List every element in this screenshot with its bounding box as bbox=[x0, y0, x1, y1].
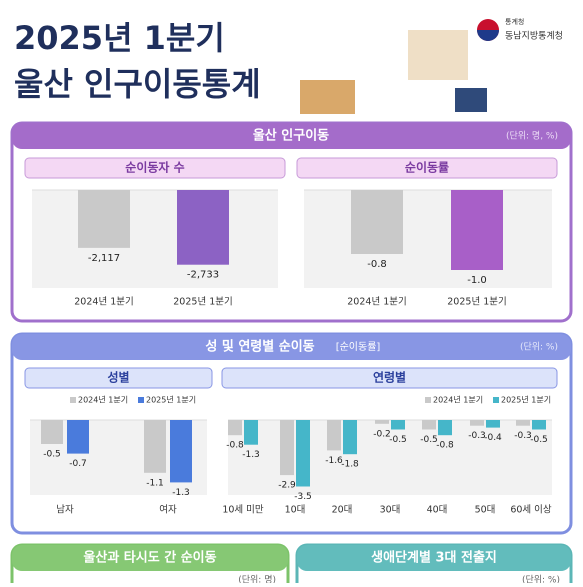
value-label: -0.5 bbox=[420, 435, 438, 445]
value-label: -0.3 bbox=[514, 431, 532, 441]
box-illustration bbox=[300, 80, 355, 114]
bar bbox=[280, 420, 294, 476]
bar bbox=[244, 420, 258, 445]
value-label: -0.5 bbox=[389, 435, 407, 445]
panel-title: 순이동자 수 bbox=[125, 160, 184, 175]
legend-label: 2024년 1분기 bbox=[78, 395, 128, 405]
x-tick-label: 20대 bbox=[332, 505, 353, 516]
legend-label: 2025년 1분기 bbox=[501, 395, 551, 405]
legend-swatch bbox=[70, 397, 76, 403]
value-label: -0.5 bbox=[43, 450, 61, 460]
legend-label: 2025년 1분기 bbox=[146, 395, 196, 405]
plot-bg bbox=[304, 190, 552, 288]
x-tick-label: 여자 bbox=[159, 504, 177, 516]
unit: (단위: %) bbox=[522, 575, 560, 584]
legend-swatch bbox=[138, 397, 144, 403]
panel-title: 연령별 bbox=[373, 370, 406, 385]
unit: (단위: 명, %) bbox=[506, 131, 558, 142]
section-header bbox=[297, 545, 571, 571]
bar bbox=[516, 420, 530, 426]
value-label: -2,733 bbox=[187, 270, 219, 281]
x-tick-label: 2024년 1분기 bbox=[347, 297, 406, 308]
value-label: -1.0 bbox=[467, 275, 487, 286]
bar bbox=[343, 420, 357, 455]
bar bbox=[351, 190, 403, 254]
bar bbox=[67, 420, 89, 454]
logo bbox=[477, 30, 499, 41]
bar bbox=[470, 420, 484, 426]
bar bbox=[486, 420, 500, 428]
bar bbox=[170, 420, 192, 483]
panel-title: 순이동률 bbox=[405, 160, 449, 175]
section-header bbox=[12, 123, 571, 149]
bar bbox=[532, 420, 546, 430]
x-tick-label: 2024년 1분기 bbox=[74, 297, 133, 308]
value-label: -1.3 bbox=[242, 450, 260, 460]
value-label: -2.9 bbox=[278, 481, 296, 491]
title: 2025년 1분기 bbox=[14, 19, 225, 57]
title: 울산 인구이동통계 bbox=[14, 65, 261, 103]
logo-sub: 동남지방통계청 bbox=[505, 30, 563, 42]
bar bbox=[451, 190, 503, 270]
value-label: -1.1 bbox=[146, 478, 164, 488]
section-title: 울산 인구이동 bbox=[253, 128, 329, 144]
value-label: -0.3 bbox=[468, 431, 486, 441]
section-tag: [순이동률] bbox=[336, 341, 381, 353]
bar bbox=[438, 420, 452, 436]
value-label: -0.4 bbox=[484, 433, 502, 443]
panel-header bbox=[24, 367, 213, 389]
value-label: -1.6 bbox=[325, 456, 343, 466]
section-title: 울산과 타시도 간 순이동 bbox=[83, 550, 216, 566]
bar bbox=[327, 420, 341, 451]
bar bbox=[375, 420, 389, 424]
bar bbox=[422, 420, 436, 430]
x-tick-label: 50대 bbox=[475, 505, 496, 516]
value-label: -1.3 bbox=[172, 488, 190, 498]
value-label: -1.8 bbox=[341, 460, 359, 470]
frame-illustration bbox=[455, 88, 487, 112]
bar bbox=[296, 420, 310, 487]
panel-header bbox=[296, 157, 558, 179]
bar bbox=[177, 190, 229, 265]
logo-org: 통계청 bbox=[505, 17, 524, 26]
section-header bbox=[12, 334, 571, 360]
bar bbox=[144, 420, 166, 473]
x-tick-label: 남자 bbox=[56, 505, 74, 516]
value-label: -3.5 bbox=[294, 492, 312, 502]
unit: (단위: 명) bbox=[238, 575, 276, 584]
value-label: -2,117 bbox=[88, 253, 120, 264]
value-label: -0.7 bbox=[69, 459, 87, 469]
plot-bg bbox=[32, 190, 278, 288]
panel-header bbox=[24, 157, 286, 179]
legend-swatch bbox=[425, 397, 431, 403]
bar bbox=[228, 420, 242, 436]
x-tick-label: 30대 bbox=[380, 505, 401, 516]
section-title: 생애단계별 3대 전출지 bbox=[371, 550, 497, 566]
value-label: -0.5 bbox=[530, 435, 548, 445]
panel-title: 성별 bbox=[107, 370, 129, 385]
panel-header bbox=[221, 367, 558, 389]
value-label: -0.8 bbox=[436, 441, 454, 451]
value-label: -0.8 bbox=[226, 441, 244, 451]
section-header bbox=[12, 545, 288, 571]
bar bbox=[391, 420, 405, 430]
building-illustration bbox=[408, 30, 468, 80]
x-tick-label: 60세 이상 bbox=[510, 505, 552, 516]
x-tick-label: 40대 bbox=[427, 505, 448, 516]
x-tick-label: 10대 bbox=[285, 505, 306, 516]
value-label: -0.2 bbox=[373, 429, 391, 439]
unit: (단위: %) bbox=[520, 342, 558, 353]
x-tick-label: 2025년 1분기 bbox=[447, 297, 506, 308]
bar bbox=[41, 420, 63, 444]
value-label: -0.8 bbox=[367, 259, 387, 270]
legend-swatch bbox=[493, 397, 499, 403]
legend-label: 2024년 1분기 bbox=[433, 395, 483, 405]
x-tick-label: 10세 미만 bbox=[222, 505, 264, 516]
bar bbox=[78, 190, 130, 248]
x-tick-label: 2025년 1분기 bbox=[173, 297, 232, 308]
section-title: 성 및 연령별 순이동 bbox=[205, 339, 314, 355]
